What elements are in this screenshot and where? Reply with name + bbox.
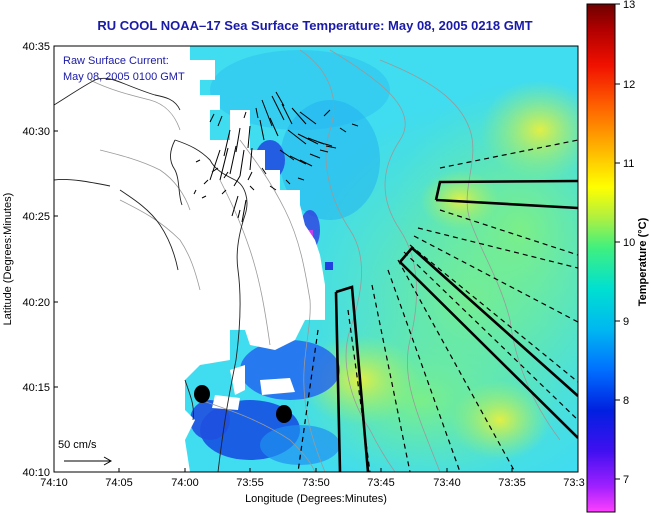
radar-coverage-lines xyxy=(297,139,578,472)
land-islands xyxy=(200,330,295,410)
current-vector xyxy=(209,113,215,123)
current-vector xyxy=(297,133,319,145)
current-vector xyxy=(209,149,221,181)
buoy-marker-2 xyxy=(276,405,292,423)
x-axis-label: Longitude (Degrees:Minutes) xyxy=(245,493,387,505)
current-vector xyxy=(287,129,307,145)
current-vector xyxy=(325,145,337,149)
x-tick-label: 73:50 xyxy=(302,477,330,489)
current-vector xyxy=(291,107,307,125)
colorbar-tick-label: 7 xyxy=(623,474,629,486)
current-vector xyxy=(261,167,267,175)
current-vector xyxy=(279,149,295,161)
current-vector xyxy=(351,123,359,127)
current-vector xyxy=(231,195,239,217)
y-tick-label: 40:15 xyxy=(22,382,50,394)
current-vector xyxy=(281,103,293,125)
current-vector xyxy=(211,167,219,173)
transect-boxes xyxy=(334,179,578,472)
current-vector xyxy=(309,153,321,159)
x-tick-label: 73:55 xyxy=(236,477,264,489)
current-vector xyxy=(269,185,277,191)
colorbar-tick-label: 9 xyxy=(623,316,629,328)
temperature-colorbar: 13 12 11 10 9 8 7 Temperature (°C) xyxy=(586,0,649,513)
current-vector xyxy=(249,185,255,191)
y-tick-label: 40:10 xyxy=(22,467,50,479)
current-vector xyxy=(193,189,197,195)
figure-title: RU COOL NOAA–17 Sea Surface Temperature:… xyxy=(97,18,532,33)
y-tick-label: 40:20 xyxy=(22,297,50,309)
current-vector xyxy=(235,127,241,153)
y-tick-label: 40:25 xyxy=(22,211,50,223)
colorbar-tick-label: 13 xyxy=(623,0,635,11)
current-vector xyxy=(261,99,273,127)
current-legend-line2: May 08, 2005 0100 GMT xyxy=(63,71,185,83)
current-vector xyxy=(339,127,347,133)
scale-label: 50 cm/s xyxy=(58,439,97,451)
y-axis: 40:35 40:30 40:25 40:20 40:15 40:10 Lati… xyxy=(2,41,58,479)
current-vector xyxy=(289,155,307,165)
current-vector xyxy=(195,159,201,163)
current-vector xyxy=(285,179,291,185)
land-mask xyxy=(54,46,325,472)
y-tick-label: 40:35 xyxy=(22,41,50,53)
current-vector xyxy=(229,145,237,175)
sst-gradient-patches xyxy=(210,50,578,472)
current-vector xyxy=(219,147,229,181)
current-vector xyxy=(275,91,285,107)
current-vector xyxy=(241,199,247,223)
surface-current-vectors xyxy=(193,91,359,223)
x-tick-label: 73:35 xyxy=(498,477,526,489)
x-tick-label: 74:10 xyxy=(40,477,68,489)
current-vector xyxy=(203,179,209,185)
current-vector xyxy=(299,159,313,167)
colorbar-tick-label: 11 xyxy=(623,158,634,170)
x-tick-label: 73:40 xyxy=(433,477,461,489)
x-tick-label: 73:3 xyxy=(563,477,584,489)
current-vector xyxy=(271,95,285,121)
colorbar-label: Temperature (°C) xyxy=(637,217,649,306)
colorbar-tick-label: 10 xyxy=(623,237,635,249)
current-vector xyxy=(239,149,245,177)
map-plot-area: 50 cm/s Raw Surface Current: May 08, 200… xyxy=(54,46,578,472)
current-vector xyxy=(223,171,229,179)
current-vector xyxy=(269,117,279,137)
current-vector xyxy=(243,111,247,119)
current-vector xyxy=(255,107,259,119)
current-vector xyxy=(323,109,331,117)
coastline xyxy=(54,77,248,472)
current-vector xyxy=(217,115,223,127)
x-axis: 74:10 74:05 74:00 73:55 73:50 73:45 73:4… xyxy=(40,468,585,505)
current-vector xyxy=(317,141,333,147)
scale-arrow xyxy=(64,456,113,466)
current-vector xyxy=(247,125,251,149)
current-vector xyxy=(237,209,241,219)
colorbar-tick-label: 8 xyxy=(623,395,629,407)
current-vector xyxy=(223,129,231,157)
current-vector xyxy=(297,177,305,181)
current-vector xyxy=(299,111,317,125)
y-tick-label: 40:30 xyxy=(22,126,50,138)
current-vector xyxy=(233,175,241,187)
colorbar-tick-label: 12 xyxy=(623,79,635,91)
current-vector xyxy=(201,195,207,199)
x-tick-label: 74:00 xyxy=(171,477,199,489)
current-legend-line1: Raw Surface Current: xyxy=(63,55,169,67)
current-vector xyxy=(319,149,329,153)
current-vector xyxy=(221,189,227,195)
x-tick-label: 73:45 xyxy=(367,477,395,489)
current-vector xyxy=(249,147,253,171)
current-vector xyxy=(259,119,265,141)
y-axis-label: Latitude (Degrees:Minutes) xyxy=(2,193,14,326)
current-vector xyxy=(247,171,253,181)
x-tick-label: 74:05 xyxy=(105,477,133,489)
buoy-marker-1 xyxy=(194,385,210,403)
colorbar-gradient xyxy=(586,3,616,513)
